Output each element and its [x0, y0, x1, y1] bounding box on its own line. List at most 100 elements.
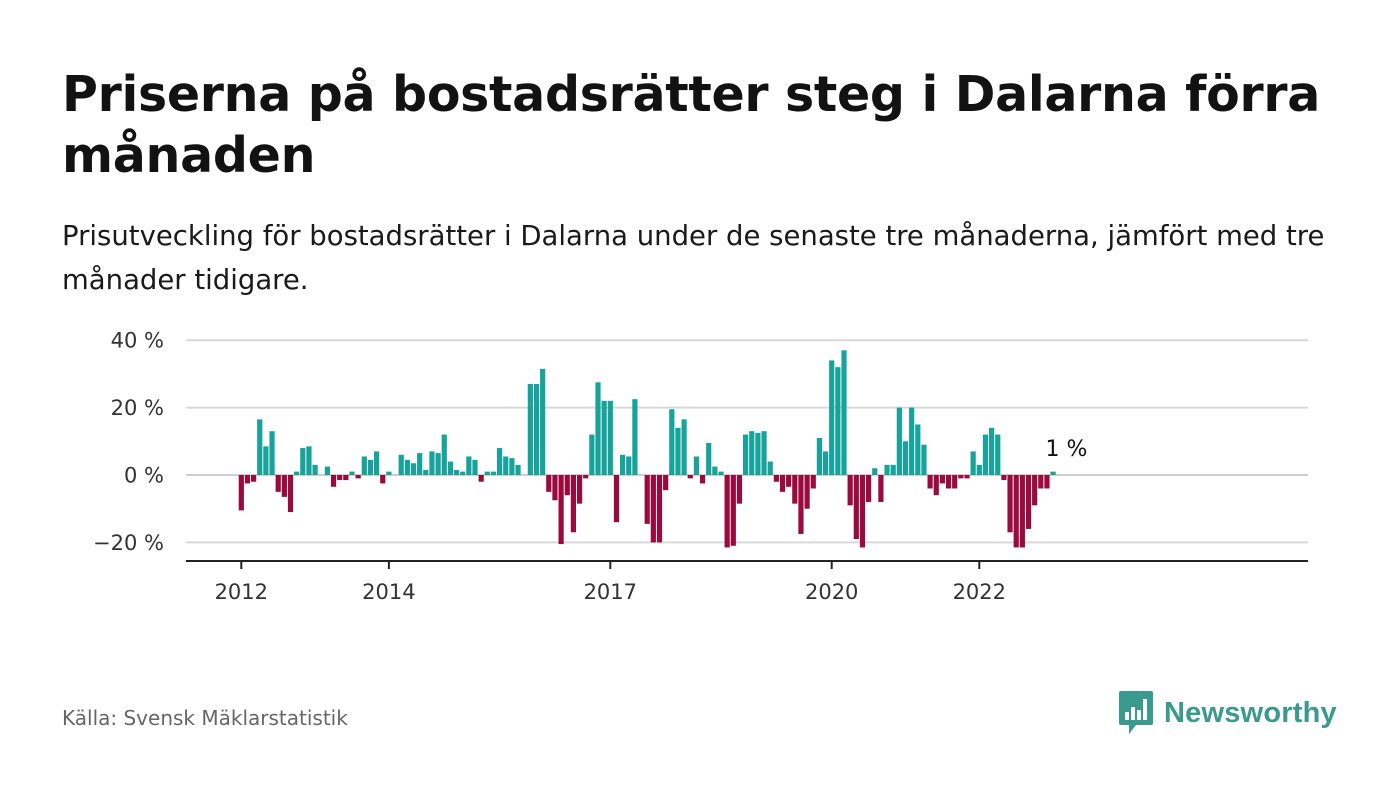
bar	[367, 459, 374, 476]
bar	[822, 451, 829, 475]
bar	[847, 475, 853, 506]
bar	[952, 475, 958, 489]
bar	[866, 475, 872, 502]
bar	[589, 434, 595, 475]
bar	[306, 446, 312, 475]
bar	[786, 475, 792, 487]
bars	[238, 350, 1056, 548]
bar	[859, 475, 866, 548]
bar	[570, 475, 576, 533]
bar	[841, 350, 847, 475]
latest-value-label: 1 %	[1045, 437, 1087, 462]
bar	[773, 475, 779, 482]
bar	[767, 461, 773, 475]
bar	[650, 475, 656, 543]
bar	[853, 475, 859, 540]
bar	[1038, 475, 1044, 489]
bar	[933, 475, 939, 496]
bar	[927, 475, 933, 489]
bar	[453, 469, 460, 475]
y-tick-label: 40 %	[111, 329, 164, 353]
bar	[909, 407, 915, 475]
bar	[798, 475, 804, 534]
bar	[324, 466, 330, 475]
bar	[281, 475, 287, 497]
bar	[632, 399, 638, 475]
bar	[681, 419, 687, 475]
bar	[361, 456, 367, 476]
bar	[398, 454, 404, 475]
brand-logo: Newsworthy	[1118, 690, 1337, 736]
bar	[429, 451, 435, 475]
bar	[663, 475, 669, 491]
y-tick-label: 20 %	[111, 396, 164, 420]
bar	[921, 444, 927, 475]
bar-chart: 40 % 20 % 0 % −20 % 2012 2014 2017 2020 2022 1 …	[93, 329, 1308, 604]
bar	[712, 466, 718, 475]
bar	[540, 368, 546, 475]
bar	[576, 475, 583, 504]
bar	[644, 475, 650, 524]
brand-name: Newsworthy	[1164, 696, 1337, 729]
chart-title: Priserna på bostadsrätter steg i Dalarna…	[62, 66, 1320, 184]
bar	[878, 475, 884, 502]
bar	[829, 360, 835, 475]
bar	[669, 409, 675, 475]
x-tick-label: 2014	[362, 580, 415, 604]
chart-subtitle: Prisutveckling för bostadsrätter i Dalar…	[62, 220, 1325, 296]
bar	[460, 471, 466, 475]
bar	[607, 400, 613, 475]
bar	[423, 469, 429, 475]
bar	[300, 448, 306, 475]
bar	[706, 442, 712, 475]
bar	[699, 475, 706, 484]
bar	[595, 382, 601, 475]
bar	[915, 424, 921, 475]
bar	[1007, 475, 1013, 533]
bar	[484, 471, 490, 475]
bar	[312, 464, 318, 475]
bar	[251, 475, 257, 482]
bar	[515, 464, 521, 475]
bar	[386, 471, 392, 475]
bar	[533, 384, 540, 475]
bar	[275, 475, 281, 492]
bar	[976, 464, 982, 475]
bar	[730, 475, 736, 546]
bar	[552, 475, 558, 501]
bar	[982, 434, 989, 475]
bar	[890, 464, 896, 475]
bar	[472, 459, 478, 476]
bar	[509, 458, 515, 475]
bar	[902, 441, 909, 475]
bar	[939, 475, 945, 484]
bar	[989, 427, 995, 475]
bar	[257, 419, 263, 475]
bar	[294, 471, 300, 475]
bar	[743, 434, 749, 475]
bar	[1019, 475, 1025, 548]
bar	[287, 475, 294, 513]
source-note: Källa: Svensk Mäklarstatistik	[62, 706, 348, 730]
bar	[749, 431, 755, 475]
bar	[896, 407, 902, 475]
bar	[995, 434, 1001, 475]
bar	[244, 475, 251, 484]
y-tick-label: −20 %	[93, 531, 164, 555]
bar	[503, 456, 509, 476]
bar	[613, 475, 620, 523]
bar	[804, 475, 810, 509]
bar	[792, 475, 798, 504]
bar	[1050, 471, 1056, 475]
bar	[410, 463, 417, 475]
bar	[478, 475, 484, 482]
bar	[441, 434, 447, 475]
x-tick-label: 2012	[215, 580, 268, 604]
bar	[355, 475, 361, 479]
bar	[958, 475, 964, 479]
bar	[761, 431, 767, 475]
x-tick-label: 2017	[584, 580, 637, 604]
bar	[417, 453, 423, 475]
bar	[736, 475, 743, 504]
bar	[269, 431, 275, 475]
